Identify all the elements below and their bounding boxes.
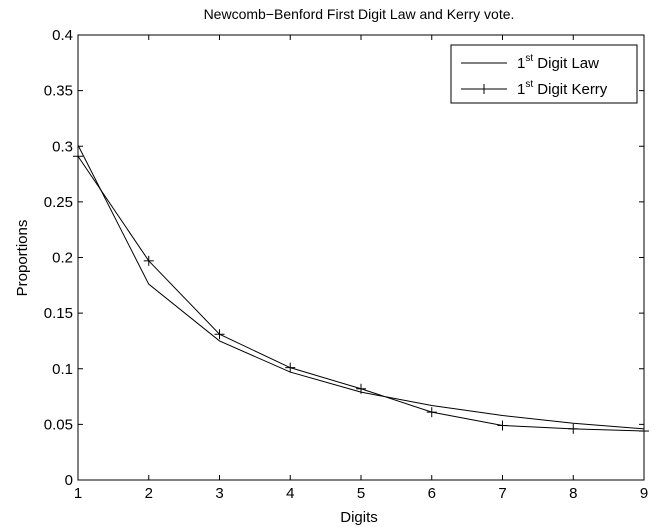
y-tick-label: 0.1 <box>52 361 73 378</box>
x-tick-label: 3 <box>215 485 223 502</box>
series-2 <box>73 151 649 437</box>
legend-label-prefix: 1 <box>517 55 525 72</box>
legend-label-prefix: 1 <box>517 81 525 98</box>
x-tick-label: 8 <box>569 485 577 502</box>
x-tick-label: 9 <box>640 485 648 502</box>
legend-label: 1st Digit Law <box>517 53 599 72</box>
x-axis-label: Digits <box>340 509 378 526</box>
legend-label-name: Digit Law <box>533 55 599 72</box>
series-2-point <box>356 383 366 394</box>
y-tick-label: 0.4 <box>52 27 73 44</box>
series-2-point <box>143 255 154 266</box>
x-tick-label: 6 <box>428 485 436 502</box>
y-tick-label: 0.3 <box>52 138 73 155</box>
y-tick-label: 0.25 <box>44 194 73 211</box>
series-2-point <box>497 420 508 431</box>
y-tick-label: 0.05 <box>44 416 73 433</box>
y-tick-label: 0.35 <box>44 83 73 100</box>
legend-item-1: 1st Digit Law <box>461 53 599 72</box>
series-layer <box>73 144 649 437</box>
legend-box <box>450 44 638 104</box>
y-axis-label: Proportions <box>14 220 31 297</box>
series-2-point <box>73 151 83 162</box>
x-tick-label: 2 <box>145 485 153 502</box>
series-2-point <box>285 362 296 373</box>
chart-title: Newcomb−Benford First Digit Law and Kerr… <box>204 6 515 22</box>
x-tick-label: 1 <box>74 485 82 502</box>
series-2-point <box>426 407 437 418</box>
x-tick-label: 5 <box>357 485 365 502</box>
legend-label-name: Digit Kerry <box>533 81 608 98</box>
series-2-point <box>214 329 225 340</box>
y-tick-label: 0.15 <box>44 305 73 322</box>
y-tick-label: 0 <box>65 472 73 489</box>
legend-item-2: 1st Digit Kerry <box>461 79 608 98</box>
y-tick-label: 0.2 <box>52 250 73 267</box>
legend-label-superscript: st <box>525 53 533 64</box>
series-2-point <box>568 423 579 434</box>
legend-label-superscript: st <box>525 79 533 90</box>
series-2-point <box>639 426 649 437</box>
ticks-layer: 1 2 3 4 5 6 7 8 9 0 0.05 0.1 0.15 0.2 0.25 0.3 0.35 0.4 <box>44 27 648 502</box>
legend-label: 1st Digit Kerry <box>517 79 608 98</box>
x-tick-label: 4 <box>286 485 294 502</box>
x-tick-label: 7 <box>498 485 506 502</box>
